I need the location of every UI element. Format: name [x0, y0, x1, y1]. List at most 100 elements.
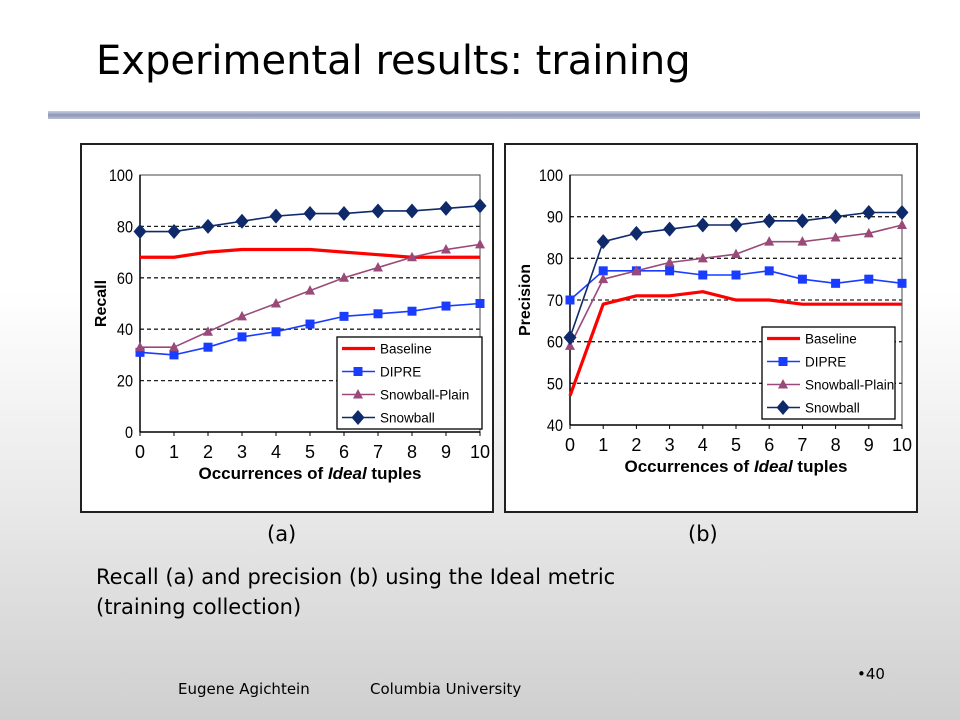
x-tick-label-4: 4	[271, 442, 281, 462]
data-point-snowball	[862, 205, 876, 220]
data-point-snowball-plain	[565, 340, 575, 350]
data-point-snowball	[371, 203, 385, 219]
data-point-snowball-plain	[373, 262, 383, 272]
footer-organization: Columbia University	[370, 680, 522, 698]
precision-chart-panel: 40 50 60 70 80 90 100 0 1 2 3 4 5 6 7 8 9 10 Occurrences o…	[504, 143, 918, 513]
data-point-snowball-plain	[237, 310, 247, 321]
x-axis-label-italic: Ideal	[328, 464, 368, 483]
data-point-dipre	[731, 270, 741, 280]
legend-label-baseline: Baseline	[380, 342, 432, 357]
data-point-dipre	[698, 270, 708, 280]
legend-label-dipre: DIPRE	[380, 365, 421, 380]
y-tick-label-20: 20	[117, 373, 133, 391]
data-point-dipre	[864, 274, 874, 284]
legend-swatch-marker	[353, 389, 363, 399]
y-tick-label-50: 50	[547, 375, 563, 393]
data-point-dipre	[407, 306, 417, 316]
data-point-snowball-plain	[305, 285, 315, 295]
data-point-snowball	[729, 217, 743, 233]
x-axis-label-part: Occurrences of	[625, 457, 754, 476]
x-tick-label-5: 5	[731, 435, 741, 455]
legend-label-snowball-plain: Snowball-Plain	[805, 378, 894, 393]
legend-label-snowball: Snowball	[805, 401, 860, 416]
data-point-dipre	[169, 350, 179, 360]
data-point-dipre	[339, 311, 349, 321]
series-dipre	[135, 299, 485, 360]
x-tick-label-4: 4	[698, 435, 708, 455]
y-tick-label-60: 60	[117, 270, 133, 288]
x-axis-label-part: Occurrences of	[199, 464, 328, 483]
x-tick-label-1: 1	[598, 435, 608, 455]
y-tick-label-80: 80	[117, 218, 133, 236]
data-point-snowball-plain	[830, 232, 841, 242]
x-axis-label-part: tuples	[793, 457, 848, 476]
data-point-dipre	[475, 299, 485, 308]
y-tick-label-0: 0	[125, 424, 133, 442]
subfigure-label-a: (a)	[267, 522, 297, 546]
data-point-snowball	[269, 208, 283, 224]
legend-label-snowball: Snowball	[380, 411, 435, 426]
data-point-dipre	[373, 309, 383, 319]
data-point-snowball-plain	[475, 238, 485, 249]
data-point-snowball	[405, 203, 419, 219]
legend-label-dipre: DIPRE	[805, 355, 846, 370]
x-axis-label: Occurrences of Ideal tuples	[199, 464, 422, 483]
data-point-snowball	[829, 209, 843, 225]
data-point-snowball-plain	[764, 236, 775, 246]
x-tick-label-7: 7	[797, 435, 807, 455]
x-tick-label-0: 0	[565, 435, 575, 455]
caption-line-1: Recall (a) and precision (b) using the I…	[96, 565, 616, 589]
data-point-snowball	[235, 213, 249, 229]
data-point-dipre	[797, 274, 807, 284]
legend-label-snowball-plain: Snowball-Plain	[380, 388, 469, 403]
x-tick-label-6: 6	[339, 442, 349, 462]
x-axis-label: Occurrences of Ideal tuples	[625, 457, 848, 476]
legend: Baseline DIPRE Snowball-Plain Snowball	[336, 336, 483, 430]
slide-title: Experimental results: training	[96, 38, 691, 84]
data-point-snowball-plain	[863, 227, 874, 238]
data-point-snowball	[696, 217, 710, 233]
series-line-baseline	[568, 290, 902, 397]
data-point-snowball	[167, 224, 181, 240]
y-tick-label-40: 40	[117, 321, 133, 339]
legend-swatch-marker	[351, 410, 365, 425]
data-point-dipre	[203, 342, 213, 352]
x-tick-label-3: 3	[665, 435, 675, 455]
recall-chart: 0 20 40 60 80 100 0 1 2 3 4 5 6 7 8 9 10 Occurrences of I…	[93, 167, 490, 483]
figure-caption: Recall (a) and precision (b) using the I…	[96, 562, 736, 622]
y-tick-label-40: 40	[547, 417, 563, 435]
data-point-snowball-plain	[897, 219, 907, 229]
series-line-snowball-plain	[140, 243, 481, 348]
data-point-snowball	[439, 200, 453, 216]
data-point-snowball	[762, 213, 776, 229]
data-point-snowball	[629, 225, 643, 241]
x-tick-label-5: 5	[305, 442, 315, 462]
data-point-snowball-plain	[441, 244, 451, 254]
data-point-snowball	[895, 205, 909, 220]
series-snowball	[563, 205, 909, 345]
legend-swatch-marker	[353, 367, 363, 376]
x-tick-label-10: 10	[470, 442, 490, 462]
data-point-snowball-plain	[271, 298, 281, 308]
x-tick-label-7: 7	[373, 442, 383, 462]
data-point-dipre	[271, 327, 281, 337]
x-tick-label-9: 9	[441, 442, 451, 462]
legend-swatch-marker	[778, 379, 788, 389]
x-axis-label-italic: Ideal	[754, 457, 794, 476]
data-point-dipre	[598, 266, 608, 276]
y-axis-label: Recall	[93, 280, 110, 327]
x-tick-label-3: 3	[237, 442, 247, 462]
data-point-snowball-plain	[631, 265, 642, 275]
y-tick-label-90: 90	[547, 209, 563, 227]
data-point-snowball-plain	[203, 326, 213, 336]
data-point-dipre	[897, 278, 907, 288]
series-snowball	[133, 198, 487, 240]
recall-chart-panel: 0 20 40 60 80 100 0 1 2 3 4 5 6 7 8 9 10 Occurrences of I…	[80, 143, 494, 513]
x-tick-label-2: 2	[203, 442, 213, 462]
page-number: •40	[857, 665, 885, 683]
y-tick-label-80: 80	[547, 250, 563, 268]
x-tick-label-6: 6	[764, 435, 774, 455]
data-point-snowball-plain	[598, 273, 609, 284]
data-point-snowball	[133, 224, 147, 240]
data-point-dipre	[305, 319, 315, 329]
